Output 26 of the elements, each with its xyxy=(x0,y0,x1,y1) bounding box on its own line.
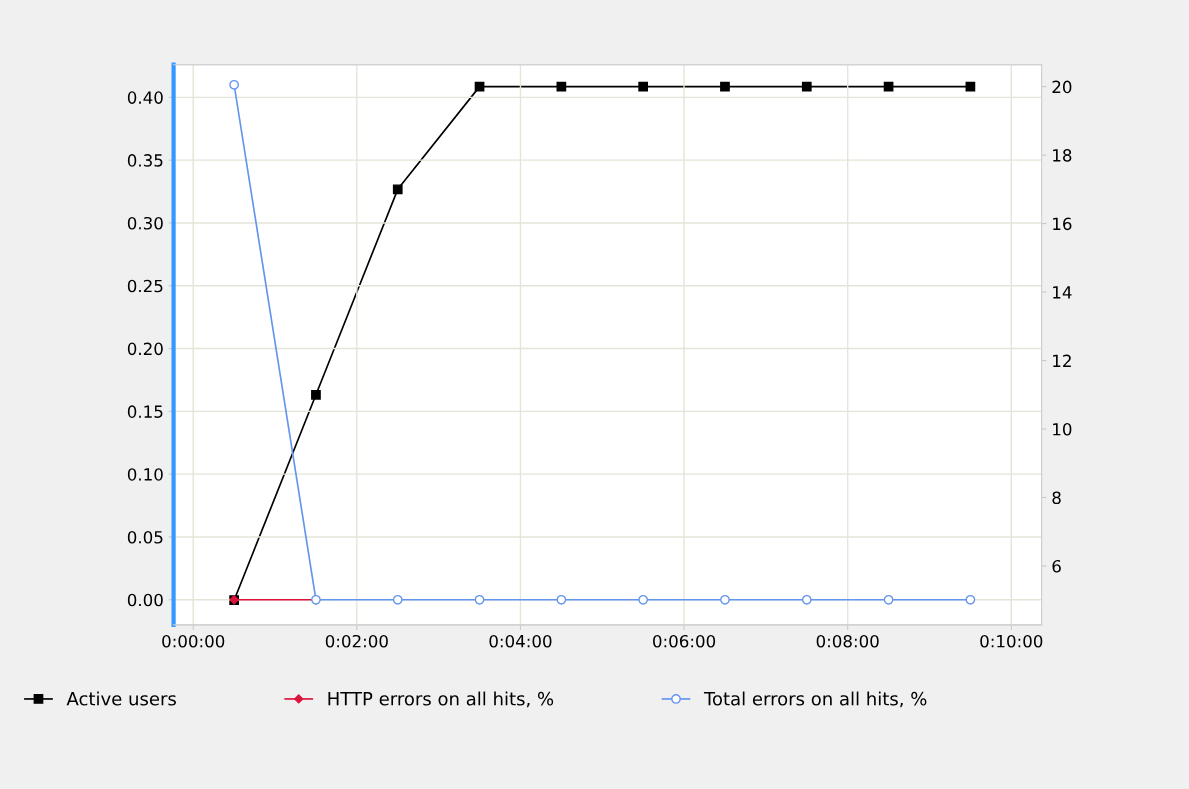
x-tick-label: 0:08:00 xyxy=(816,634,879,648)
x-tick-label: 0:02:00 xyxy=(325,634,388,648)
x-tick-label: 0:00:00 xyxy=(162,634,225,648)
y2-tick-label: 6 xyxy=(1052,559,1061,573)
y-tick-label: 0.10 xyxy=(127,468,163,481)
y2-tick-label: 10 xyxy=(1053,422,1072,436)
y-tick-label: 0.35 xyxy=(127,154,163,167)
y2-tick-label: 16 xyxy=(1053,217,1072,231)
x-tick-label: 0:06:00 xyxy=(653,634,716,648)
legend-label: Total errors on all hits, % xyxy=(703,691,927,708)
y-tick-label: 0.00 xyxy=(127,593,163,607)
x-tick-label: 0:04:00 xyxy=(489,634,552,648)
x-tick-label: 0:10:00 xyxy=(980,634,1043,648)
y-tick-label: 0.25 xyxy=(127,279,163,293)
y-tick-label: 0.30 xyxy=(127,216,163,230)
y-tick-label: 0.20 xyxy=(127,342,163,356)
legend-label: HTTP errors on all hits, % xyxy=(328,691,554,708)
y-tick-label: 0.40 xyxy=(127,91,163,104)
y2-tick-label: 12 xyxy=(1053,354,1071,367)
y2-tick-label: 14 xyxy=(1053,286,1072,299)
y-tick-label: 0.05 xyxy=(127,530,163,544)
y-tick-label: 0.15 xyxy=(127,405,163,418)
y2-tick-label: 8 xyxy=(1052,491,1061,505)
legend-label: Active users xyxy=(66,691,176,706)
y2-tick-label: 20 xyxy=(1052,80,1072,94)
y2-tick-label: 18 xyxy=(1053,149,1072,162)
